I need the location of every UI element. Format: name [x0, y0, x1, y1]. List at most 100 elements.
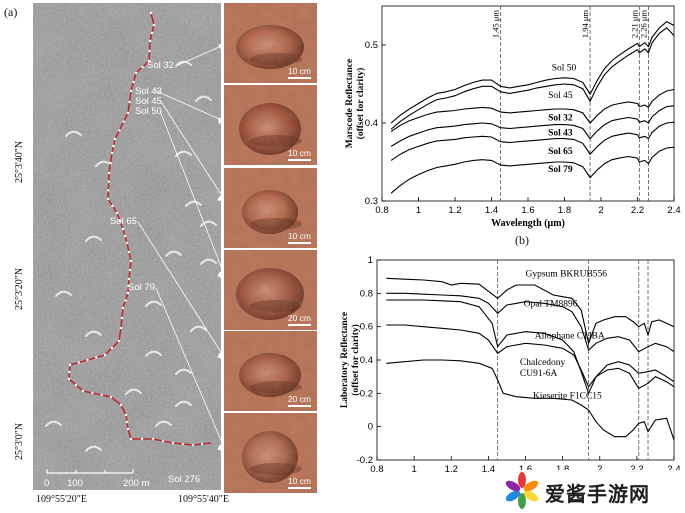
- sol-label-43: Sol 43: [135, 86, 162, 97]
- x-tick-label: 2: [597, 464, 602, 475]
- absorption-marker-label: 1.45 μm: [491, 10, 501, 39]
- waypoint-dot: [68, 363, 72, 367]
- waypoint-dot: [122, 120, 125, 123]
- series-label: Opal TM8896: [524, 300, 578, 310]
- thumb-scalebar-2: 10 cm: [287, 148, 311, 161]
- y-tick-label: 0.4: [360, 355, 373, 366]
- spectrum-line: [386, 324, 675, 390]
- thumb-scale-label: 20 cm: [287, 313, 311, 323]
- waypoint-dot: [181, 442, 185, 446]
- spectrum-line: [390, 88, 675, 133]
- waypoint-dot: [115, 211, 119, 215]
- x-tick-label: 2.2: [630, 464, 643, 475]
- crater-crescent: [195, 95, 212, 102]
- waypoint-dot: [151, 437, 155, 441]
- thumb-scalebar-3: 10 cm: [287, 231, 311, 244]
- waypoint-dot: [134, 71, 138, 75]
- y-axis-label: (offset for clarity): [350, 324, 361, 396]
- y-tick-label: 1: [368, 255, 373, 266]
- waypoint-dot: [127, 284, 130, 288]
- watermark-logo: [498, 470, 684, 510]
- y-axis-label: Marscode Reflectance: [345, 59, 355, 148]
- series-label: Sol 65: [548, 147, 573, 157]
- waypoint-dot: [129, 259, 133, 263]
- series-label: Sol 45: [548, 91, 573, 101]
- x-tick-label: 1.8: [558, 205, 571, 216]
- waypoint-dot: [86, 358, 89, 362]
- y-axis-label: (offset for clarity): [355, 68, 366, 140]
- thumb-scale-label: 10 cm: [287, 148, 311, 158]
- rock-image-4: 20 cm: [224, 250, 317, 330]
- rover-traverse-map: Sol 32 Sol 43 Sol 45 Sol 50 Sol 65 Sol 7…: [33, 3, 221, 490]
- crater-crescent: [145, 300, 162, 307]
- sol-label-45: Sol 45: [135, 96, 162, 107]
- thumb-scalebar-5: 20 cm: [287, 394, 311, 407]
- y-tick-label: 0.8: [360, 288, 373, 299]
- x-tick-label: 2.2: [631, 205, 644, 216]
- absorption-marker-label: 1.94 μm: [580, 10, 590, 39]
- rock-image-3: 10 cm: [224, 168, 317, 248]
- waypoint-dot: [129, 89, 133, 93]
- scalebar-tick-200m: 200 m: [123, 478, 150, 489]
- waypoint-dot: [126, 427, 130, 431]
- x-tick-label: 0.8: [370, 464, 383, 475]
- thumb-scale-bar: [287, 487, 311, 489]
- crater-crescent: [85, 235, 102, 242]
- waypoint-dot: [68, 370, 71, 374]
- y-tick-label: 0.6: [360, 322, 373, 333]
- x-tick-label: 2.4: [667, 205, 680, 216]
- x-axis-label: Wavelength (μm): [491, 218, 565, 229]
- waypoint-dot: [128, 100, 131, 104]
- waypoint-dot: [106, 197, 110, 201]
- sol-label-50: Sol 50: [135, 106, 162, 117]
- spectrum-line: [386, 277, 675, 346]
- scalebar-tick-0: 0: [44, 478, 50, 489]
- spectrum-line: [390, 105, 675, 147]
- waypoint-dot: [107, 180, 110, 183]
- waypoint-dot: [161, 439, 165, 443]
- waypoint-dot: [119, 403, 123, 407]
- rock-image-5: 20 cm: [224, 331, 317, 411]
- thumb-scale-label: 10 cm: [287, 231, 311, 241]
- waypoint-dot: [110, 151, 114, 155]
- crater-crescent: [85, 330, 102, 337]
- spectrum-line: [386, 359, 675, 441]
- waypoint-dot: [121, 227, 125, 231]
- thumb-scalebar-1: 10 cm: [287, 66, 311, 79]
- x-tick-label: 1.6: [521, 205, 534, 216]
- series-label: Allophane C1JBA: [535, 331, 605, 341]
- crater-crescent: [55, 290, 72, 297]
- rock-image-2: 10 cm: [224, 85, 317, 165]
- terrain-texture: [33, 3, 221, 490]
- x-tick-label: 1.2: [445, 464, 458, 475]
- waypoint-dot: [103, 353, 107, 357]
- panel-a-label: (a): [4, 5, 18, 19]
- waypoint-dot: [107, 171, 111, 175]
- sol-label-276: Sol 276: [168, 474, 201, 485]
- waypoint-dot: [141, 65, 144, 69]
- waypoint-dot: [125, 241, 129, 245]
- x-tick-label: 1.4: [485, 205, 498, 216]
- waypoint-dot: [117, 339, 121, 343]
- waypoint-dot: [171, 441, 175, 445]
- sol-label-79: Sol 79: [128, 282, 155, 293]
- waypoint-dot: [123, 234, 127, 238]
- waypoint-dot: [120, 316, 124, 320]
- thumb-scale-bar: [287, 324, 311, 326]
- crater-crescent: [185, 200, 202, 207]
- waypoint-dot: [100, 393, 103, 397]
- thumb-scale-label: 10 cm: [287, 476, 311, 486]
- waypoint-dot: [95, 356, 98, 359]
- y-tick-label: 0.2: [360, 388, 373, 399]
- spectrum-line: [390, 20, 675, 124]
- waypoint-dot: [127, 250, 131, 254]
- waypoint-dot: [77, 361, 80, 364]
- crater-crescent: [200, 220, 217, 227]
- x-tick-label: 1.2: [448, 205, 461, 216]
- thumb-scale-bar: [287, 77, 311, 79]
- x-tick-label: 1.6: [519, 464, 532, 475]
- waypoint-dot: [128, 268, 132, 272]
- spectrum-line: [390, 121, 675, 161]
- crater-crescent: [165, 250, 182, 257]
- waypoint-dot: [119, 326, 123, 330]
